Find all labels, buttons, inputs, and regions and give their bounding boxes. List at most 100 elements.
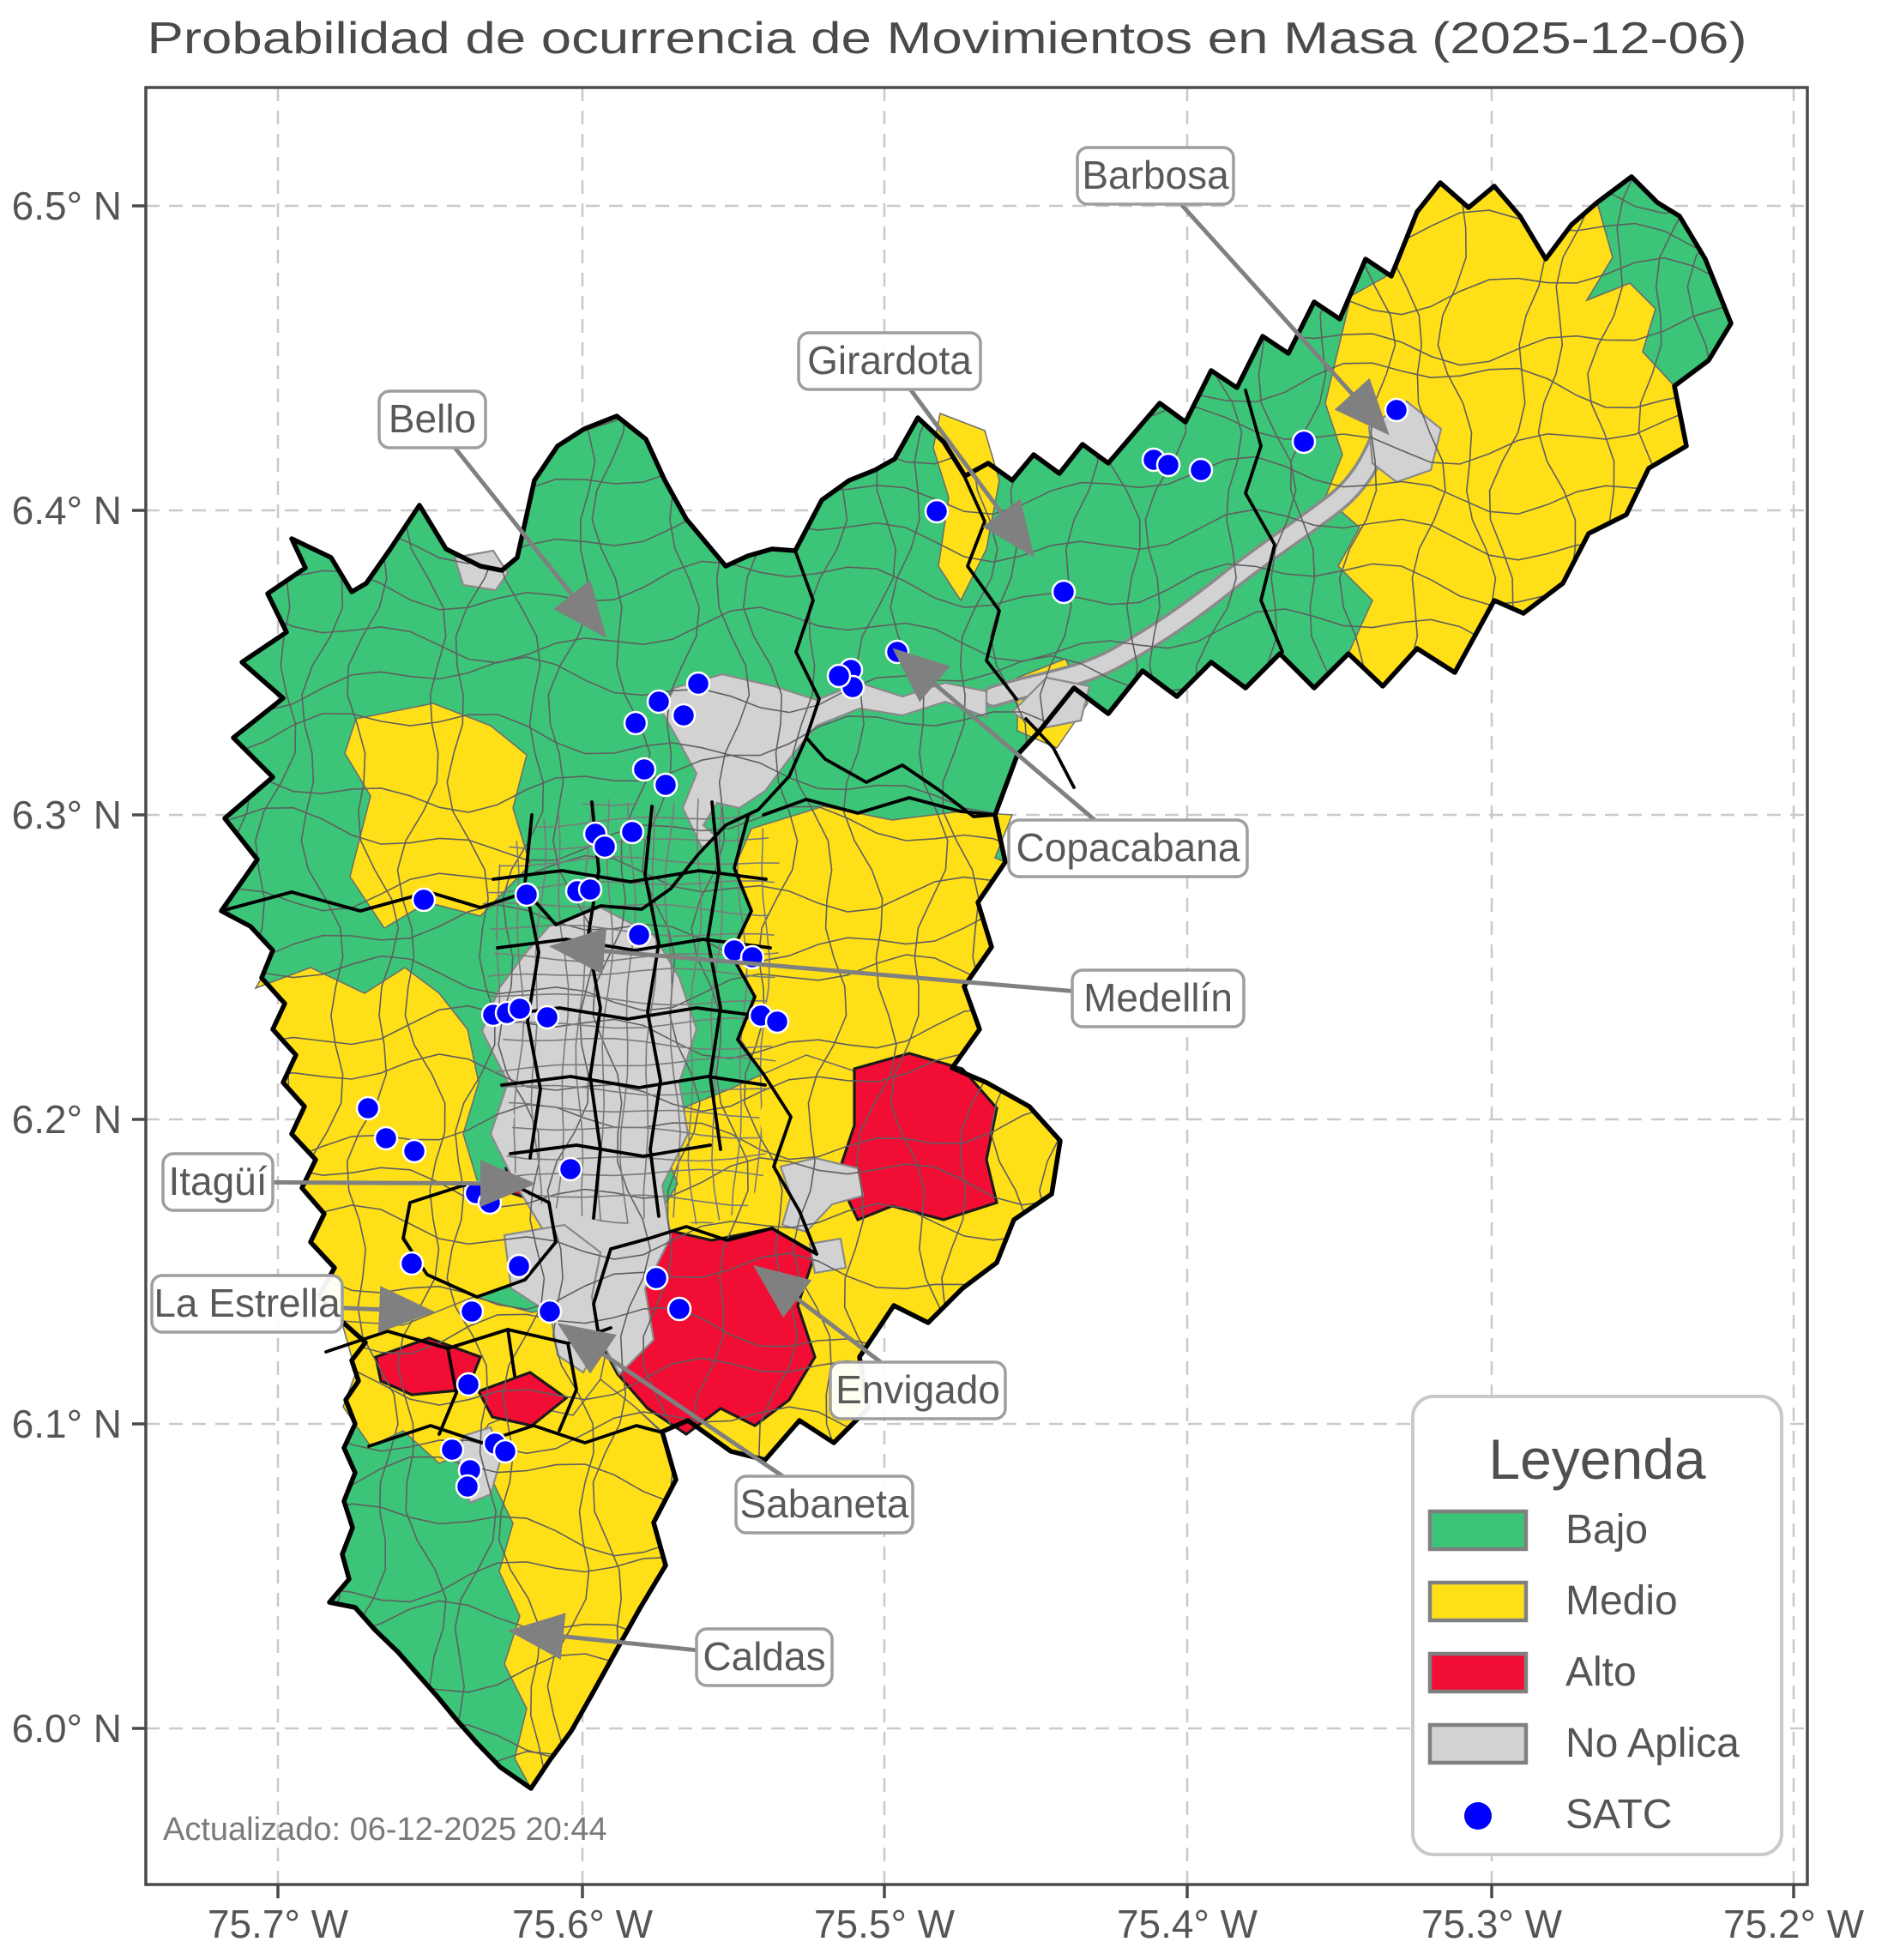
satc-point (626, 922, 652, 948)
satc-point (1051, 579, 1077, 605)
legend-title: Leyenda (1488, 1427, 1706, 1491)
satc-point (477, 1190, 503, 1215)
annotation-girardota: Girardota (797, 331, 1034, 558)
annotation-sabaneta: Sabaneta (557, 1323, 914, 1535)
satc-point (667, 1296, 692, 1322)
legend-item-medio: Medio (1427, 1578, 1678, 1624)
annotation-box (797, 331, 982, 391)
legend-item-alto: Alto (1427, 1649, 1637, 1695)
annotation-arrow (908, 388, 1034, 558)
municipality-annotations: Barbosa Girardota Bello Copacabana Medellín I… (150, 146, 1390, 1687)
satc-point (631, 757, 657, 782)
municipality-boundary (1244, 389, 1284, 654)
satc-point (455, 1474, 480, 1499)
satc-point (619, 819, 645, 845)
municipality-boundary (793, 549, 827, 761)
satc-point (459, 1299, 485, 1324)
annotation-copacabana: Copacabana (892, 648, 1249, 878)
annotation-label: Barbosa (1082, 153, 1229, 197)
legend-swatch (1427, 1651, 1529, 1694)
annotation-arrow (753, 1264, 883, 1364)
satc-points (355, 397, 1409, 1499)
region-medium-probability (344, 703, 531, 930)
x-axis-tick-label: 75.7° W (208, 1902, 349, 1946)
satc-point (355, 1095, 381, 1121)
annotation-box (377, 389, 487, 449)
satc-point (924, 498, 950, 524)
municipality-boundary (489, 1006, 767, 1158)
satc-point (1291, 429, 1317, 455)
annotation-box (1076, 146, 1235, 206)
annotation-arrow (549, 927, 1073, 993)
satc-point (1188, 457, 1214, 483)
annotation-label: Medellín (1083, 975, 1233, 1020)
satc-point (455, 1372, 481, 1397)
annotation-arrow (508, 1613, 697, 1661)
updated-timestamp: Actualizado: 06-12-2025 20:44 (163, 1812, 607, 1848)
municipality-boundary (523, 813, 542, 1160)
annotation-box (150, 1274, 344, 1334)
satc-point (492, 1438, 518, 1464)
annotation-arrow (453, 446, 607, 638)
satc-point (534, 1004, 560, 1030)
legend-item-label: No Aplica (1565, 1721, 1740, 1766)
annotation-box (829, 1360, 1007, 1420)
annotation-label: Envigado (835, 1367, 1000, 1412)
satc-point (507, 996, 533, 1022)
municipality-boundary (592, 1225, 818, 1348)
satc-point (1384, 397, 1409, 423)
annotation-label: Copacabana (1016, 825, 1240, 870)
municipality-boundary (643, 805, 662, 1218)
satc-point (411, 887, 437, 913)
y-axis-tick-label: 6.2° N (12, 1097, 122, 1142)
y-axis-tick-label: 6.5° N (12, 184, 122, 228)
annotation-label: Caldas (703, 1634, 825, 1679)
y-axis-tick-label: 6.0° N (12, 1706, 122, 1751)
satc-point (401, 1138, 427, 1164)
page-title: Probabilidad de ocurrencia de Movimiento… (148, 14, 1747, 63)
x-axis-tick-label: 75.5° W (814, 1902, 956, 1946)
annotation-box (695, 1627, 834, 1687)
legend-item-label: SATC (1565, 1792, 1672, 1837)
satc-point (643, 1265, 669, 1291)
x-axis-tick-label: 75.4° W (1117, 1902, 1258, 1946)
annotation-label: Girardota (807, 338, 972, 383)
satc-point (1155, 452, 1181, 478)
legend-items: Bajo Medio Alto No Aplica SATC (1427, 1507, 1740, 1837)
legend-item-no-aplica: No Aplica (1427, 1721, 1740, 1766)
region-high-probability (476, 1371, 569, 1427)
municipality-boundary (367, 1424, 664, 1448)
legend-item-label: Bajo (1565, 1507, 1648, 1553)
municipality-boundary (706, 800, 722, 1151)
annotation-arrow (272, 1160, 536, 1208)
annotation-arrow (1179, 202, 1390, 436)
satc-point (646, 689, 672, 715)
satc-point (373, 1125, 399, 1151)
y-axis-tick-label: 6.3° N (12, 793, 122, 837)
legend-dot (1464, 1802, 1492, 1830)
legend: Leyenda Bajo Medio Alto No Aplica SATC (1411, 1395, 1783, 1856)
legend-item-satc: SATC (1464, 1792, 1672, 1837)
legend-item-bajo: Bajo (1427, 1507, 1648, 1553)
satc-point (399, 1251, 425, 1276)
annotation-la-estrella: La Estrella (150, 1274, 435, 1334)
annotation-label: Itagüí (168, 1159, 267, 1203)
satc-point (685, 671, 711, 697)
municipality-boundary (554, 736, 808, 926)
satc-point (671, 703, 697, 728)
annotation-bello: Bello (377, 389, 607, 638)
satc-point (623, 710, 648, 736)
satc-point (826, 663, 852, 689)
x-axis-tick-label: 75.6° W (512, 1902, 654, 1946)
annotation-label: Sabaneta (740, 1481, 909, 1526)
x-axis-tick-label: 75.2° W (1723, 1902, 1865, 1946)
municipality-boundary (963, 476, 1018, 701)
annotation-box (734, 1475, 914, 1535)
satc-point (514, 882, 540, 908)
municipality-boundary (762, 1072, 818, 1256)
axes: 75.7° W 75.6° W 75.5° W 75.4° W 75.3° W 75.2°… (12, 86, 1865, 1946)
satc-point (506, 1253, 532, 1279)
municipality-boundary (1024, 717, 1076, 789)
